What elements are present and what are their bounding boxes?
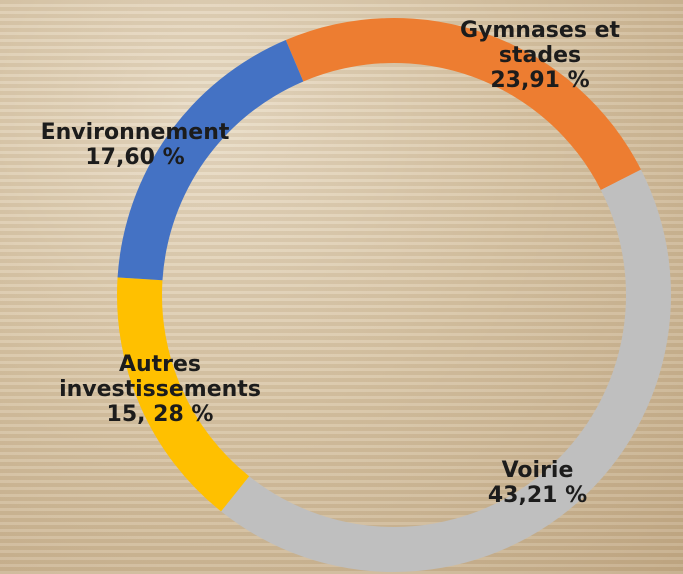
category-name: Environnement — [40, 120, 230, 145]
value-label: 23,91 % — [490, 68, 590, 93]
donut-segment — [116, 277, 250, 512]
segment-label: Autres investissements 15, 28 % — [40, 352, 280, 427]
donut-segment — [285, 18, 641, 190]
value-label: 15, 28 % — [106, 402, 214, 427]
value-label: 43,21 % — [487, 483, 588, 508]
donut-segment — [221, 169, 672, 573]
value-label: 17,60 % — [85, 145, 185, 170]
segment-label: Gymnases et stades 23,91 % — [455, 18, 625, 93]
donut-segment — [117, 40, 304, 281]
segment-label: Voirie 43,21 % — [450, 458, 625, 508]
category-name: Voirie — [501, 458, 574, 483]
category-name: Autres investissements — [59, 352, 261, 402]
segment-label: Environnement 17,60 % — [10, 120, 260, 170]
category-name: Gymnases et stades — [459, 18, 621, 68]
